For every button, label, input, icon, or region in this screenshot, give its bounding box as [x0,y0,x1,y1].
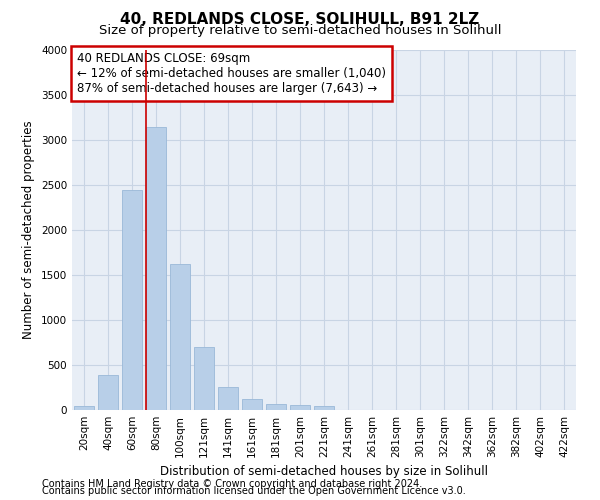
Bar [194,347,214,410]
Bar [266,404,286,410]
Bar [218,386,238,410]
Text: Size of property relative to semi-detached houses in Solihull: Size of property relative to semi-detach… [99,24,501,37]
Bar [290,404,310,410]
Bar [314,406,334,410]
Y-axis label: Number of semi-detached properties: Number of semi-detached properties [22,120,35,340]
Bar [98,375,118,410]
Bar [74,406,94,410]
Bar [146,126,166,410]
Text: 40, REDLANDS CLOSE, SOLIHULL, B91 2LZ: 40, REDLANDS CLOSE, SOLIHULL, B91 2LZ [121,12,479,28]
Text: Contains public sector information licensed under the Open Government Licence v3: Contains public sector information licen… [42,486,466,496]
Text: 40 REDLANDS CLOSE: 69sqm
← 12% of semi-detached houses are smaller (1,040)
87% o: 40 REDLANDS CLOSE: 69sqm ← 12% of semi-d… [77,52,386,95]
Bar [122,190,142,410]
X-axis label: Distribution of semi-detached houses by size in Solihull: Distribution of semi-detached houses by … [160,466,488,478]
Text: Contains HM Land Registry data © Crown copyright and database right 2024.: Contains HM Land Registry data © Crown c… [42,479,422,489]
Bar [170,264,190,410]
Bar [242,399,262,410]
